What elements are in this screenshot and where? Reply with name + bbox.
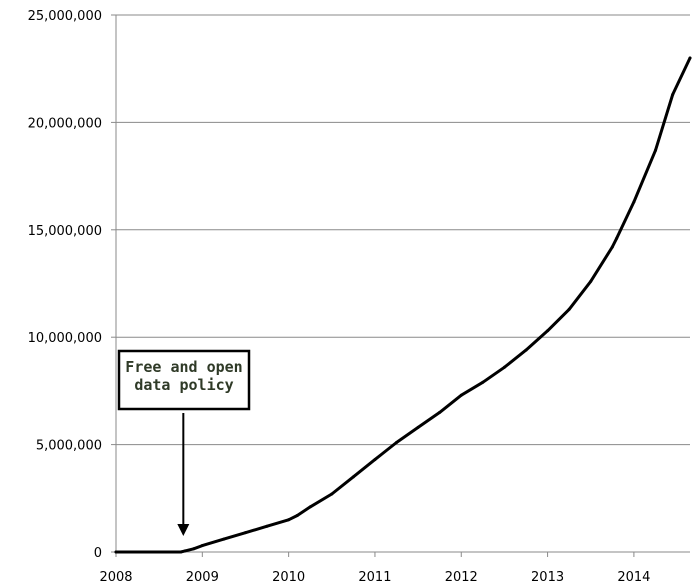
x-tick-label-6: 2014	[617, 570, 650, 585]
series-0-point-15	[395, 440, 399, 444]
series-0-point-0	[114, 550, 118, 554]
series-0-point-4	[192, 547, 196, 551]
series-0-point-9	[287, 518, 291, 522]
series-0-point-29	[671, 92, 675, 96]
series-0-point-3	[183, 549, 187, 553]
series-0-point-5	[200, 544, 204, 548]
x-tick-label-1: 2009	[186, 570, 219, 585]
annotation-box	[117, 349, 251, 411]
annotation-text-line-0: Free and open	[125, 358, 242, 376]
series-0-point-8	[265, 524, 269, 528]
annotation-text-line-1: data policy	[134, 376, 233, 394]
x-tick-label-5: 2013	[531, 570, 564, 585]
series-0-point-2	[179, 550, 183, 554]
series-0-point-27	[632, 200, 636, 204]
series-line-0	[114, 56, 692, 554]
series-0-point-16	[416, 425, 420, 429]
annotation-arrow-head	[177, 524, 190, 536]
x-tick-label-4: 2012	[445, 570, 478, 585]
series-0-point-12	[330, 492, 334, 496]
series-0-point-11	[308, 505, 312, 509]
series-0-point-17	[438, 410, 442, 414]
series-0-point-25	[610, 245, 614, 249]
tick-labels: 0 5,000,000 10,000,000 15,000,000 20,000,000…	[28, 9, 651, 585]
series-0-point-28	[653, 148, 657, 152]
series-0-point-20	[502, 365, 506, 369]
y-tick-label-5: 25,000,000	[28, 9, 102, 24]
series-0-point-30	[688, 56, 692, 60]
series-0-point-24	[589, 279, 593, 283]
x-tick-label-3: 2011	[358, 570, 391, 585]
series-0-point-21	[524, 348, 528, 352]
series-0-point-26	[615, 236, 619, 240]
y-tick-label-1: 5,000,000	[36, 439, 102, 454]
x-tick-label-0: 2008	[99, 570, 132, 585]
series-0-point-18	[459, 393, 463, 397]
data-series	[114, 56, 692, 554]
y-tick-label-4: 20,000,000	[28, 116, 102, 131]
series-0-point-10	[295, 513, 299, 517]
series-0-point-19	[481, 380, 485, 384]
x-tick-label-2: 2010	[272, 570, 305, 585]
series-0-point-22	[546, 329, 550, 333]
series-0-point-1	[157, 550, 161, 554]
y-tick-label-0: 0	[94, 546, 102, 561]
series-0-point-7	[243, 531, 247, 535]
axes	[111, 14, 690, 557]
series-0-point-6	[222, 537, 226, 541]
series-0-point-14	[373, 458, 377, 462]
series-0-point-13	[351, 475, 355, 479]
y-tick-label-3: 15,000,000	[28, 224, 102, 239]
grid-lines	[116, 14, 690, 446]
y-tick-label-2: 10,000,000	[28, 331, 102, 346]
series-0-point-23	[567, 307, 571, 311]
